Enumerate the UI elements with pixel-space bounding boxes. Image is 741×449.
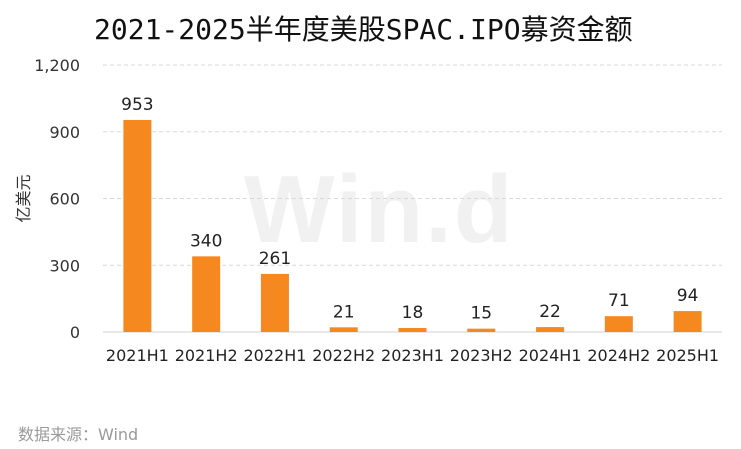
y-tick-label: 0 [70,323,80,342]
x-tick-label: 2023H2 [450,346,513,365]
bar [536,327,565,332]
bar [673,311,702,332]
x-tick-label: 2022H2 [312,346,375,365]
bar [192,256,221,332]
watermark-logo: Win.d [244,156,515,263]
bar [329,327,358,332]
bar [123,119,152,333]
chart-title: 2021-2025半年度美股SPAC.IPO募资金额 [94,13,633,46]
bar [398,327,427,332]
y-tick-label: 600 [49,190,80,209]
y-axis-ticks: 0 300 600 900 1,200 [34,56,80,342]
data-label: 261 [259,249,291,269]
x-tick-label: 2022H1 [243,346,306,365]
x-tick-label: 2023H1 [381,346,444,365]
data-label: 94 [677,286,699,306]
y-axis-label: 亿美元 [14,174,33,222]
data-label: 18 [402,303,424,323]
x-tick-label: 2024H2 [587,346,650,365]
data-label: 15 [470,304,492,324]
data-label: 22 [539,302,561,322]
y-tick-label: 300 [49,256,80,275]
data-labels: 953 340 261 21 18 15 22 71 94 [121,95,698,324]
data-label: 340 [190,231,222,251]
y-tick-label: 1,200 [34,56,80,75]
y-tick-label: 900 [49,123,80,142]
source-note: 数据来源：Wind [18,425,139,444]
x-axis-ticks: 2021H1 2021H2 2022H1 2022H2 2023H1 2023H2 2024… [106,346,719,365]
bars [123,119,702,333]
bar [467,328,496,332]
data-label: 21 [333,302,355,322]
data-label: 953 [121,95,153,115]
x-tick-label: 2021H2 [175,346,238,365]
x-tick-label: 2021H1 [106,346,169,365]
bar [260,273,289,332]
bar [604,316,633,332]
x-tick-label: 2024H1 [519,346,582,365]
data-label: 71 [608,291,630,311]
x-tick-label: 2025H1 [656,346,719,365]
